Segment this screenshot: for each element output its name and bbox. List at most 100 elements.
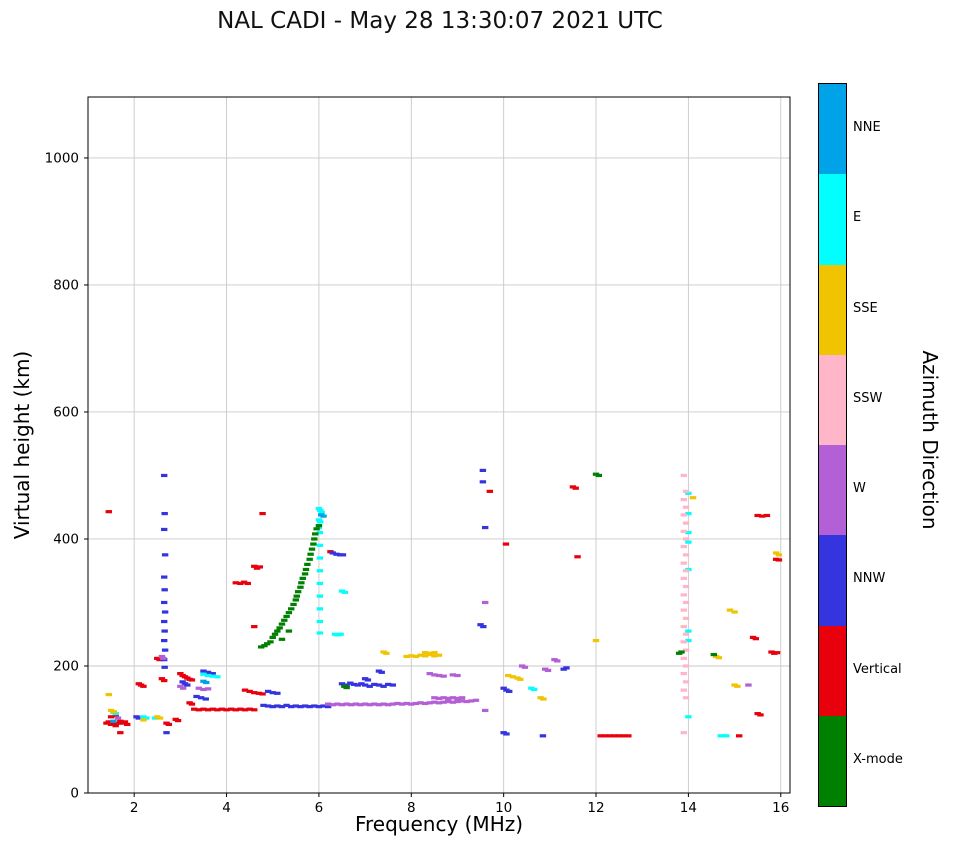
- echo-point: [445, 699, 452, 704]
- echo-point: [334, 702, 341, 706]
- echo-point: [403, 701, 410, 706]
- x-axis-label: Frequency (MHz): [354, 812, 524, 836]
- echo-point: [592, 638, 600, 643]
- echo-point: [324, 702, 332, 706]
- echo-point: [481, 600, 489, 605]
- echo-point: [597, 734, 604, 738]
- echo-point: [110, 719, 117, 723]
- echo-point: [347, 681, 354, 685]
- y-tick-label: 1000: [45, 150, 79, 166]
- echo-point: [682, 664, 690, 668]
- echo-point: [288, 705, 295, 709]
- echo-point: [114, 716, 122, 720]
- echo-point: [257, 645, 265, 649]
- y-tick-label: 200: [53, 658, 79, 674]
- echo-point: [680, 561, 687, 565]
- echo-point: [117, 731, 124, 735]
- echo-point: [263, 642, 271, 646]
- echo-point: [734, 684, 741, 688]
- echo-point: [408, 702, 415, 706]
- echo-point: [398, 702, 406, 706]
- echo-point: [505, 673, 512, 678]
- echo-point: [680, 656, 687, 660]
- echo-point: [246, 689, 253, 693]
- echo-point: [710, 652, 717, 657]
- echo-point: [110, 721, 117, 725]
- echo-point: [354, 683, 361, 687]
- echo-point: [329, 551, 336, 555]
- echo-point: [316, 581, 324, 586]
- y-tick-label: 0: [70, 786, 79, 802]
- echo-point: [278, 705, 286, 709]
- x-tick-label: 16: [772, 800, 789, 816]
- echo-point: [620, 734, 627, 738]
- echo-point: [283, 614, 290, 619]
- echo-point: [297, 585, 304, 589]
- echo-point: [685, 531, 692, 535]
- echo-point: [682, 696, 690, 700]
- echo-point: [218, 707, 226, 711]
- echo-point: [313, 527, 320, 531]
- echo-point: [200, 672, 207, 676]
- echo-point: [278, 622, 286, 626]
- echo-point: [421, 701, 429, 706]
- echo-point: [775, 558, 783, 562]
- echo-point: [364, 678, 372, 682]
- echo-point: [375, 683, 383, 687]
- echo-point: [156, 658, 163, 662]
- plot-border: [87, 96, 791, 794]
- echo-point: [412, 654, 420, 659]
- echo-point: [202, 697, 209, 701]
- echo-point: [269, 705, 276, 709]
- echo-point: [293, 594, 300, 598]
- colorbar: [818, 83, 847, 807]
- colorbar-segment-nnw: [819, 535, 846, 626]
- echo-point: [274, 691, 281, 695]
- echo-point: [682, 505, 690, 509]
- echo-point: [517, 677, 524, 681]
- echo-point: [682, 489, 690, 493]
- chart-title: NAL CADI - May 28 13:30:07 2021 UTC: [217, 8, 663, 34]
- echo-point: [602, 734, 609, 738]
- echo-point: [161, 575, 168, 579]
- echo-point: [105, 720, 112, 724]
- echo-point: [680, 640, 687, 644]
- echo-point: [435, 673, 443, 678]
- echo-point: [371, 702, 378, 706]
- echo-point: [378, 670, 385, 674]
- echo-point: [197, 696, 205, 700]
- echo-point: [315, 506, 323, 511]
- echo-point: [316, 531, 324, 535]
- echo-point: [204, 708, 212, 712]
- echo-point: [472, 698, 480, 702]
- echo-point: [680, 498, 687, 502]
- echo-point: [209, 707, 216, 711]
- echo-point: [256, 565, 264, 569]
- echo-point: [241, 708, 249, 712]
- x-tick-label: 6: [315, 800, 324, 816]
- echo-point: [772, 551, 780, 555]
- echo-point: [110, 710, 118, 714]
- echo-point: [142, 716, 150, 720]
- echo-point: [625, 734, 632, 738]
- echo-point: [509, 675, 517, 679]
- echo-point: [682, 616, 690, 620]
- echo-point: [440, 674, 447, 678]
- echo-point: [112, 724, 119, 728]
- echo-point: [223, 708, 230, 712]
- echo-point: [384, 703, 392, 707]
- echo-point: [521, 665, 529, 669]
- echo-point: [311, 704, 318, 708]
- echo-point: [306, 557, 313, 561]
- x-tick-label: 14: [680, 800, 697, 816]
- echo-point: [112, 713, 119, 718]
- colorbar-segment-x: [819, 715, 846, 806]
- echo-point: [200, 707, 207, 711]
- echo-point: [458, 699, 466, 703]
- x-tick-label: 12: [587, 800, 604, 816]
- echo-point: [350, 682, 358, 687]
- echo-point: [680, 513, 687, 517]
- echo-point: [357, 703, 364, 707]
- x-tick-label: 4: [222, 800, 231, 816]
